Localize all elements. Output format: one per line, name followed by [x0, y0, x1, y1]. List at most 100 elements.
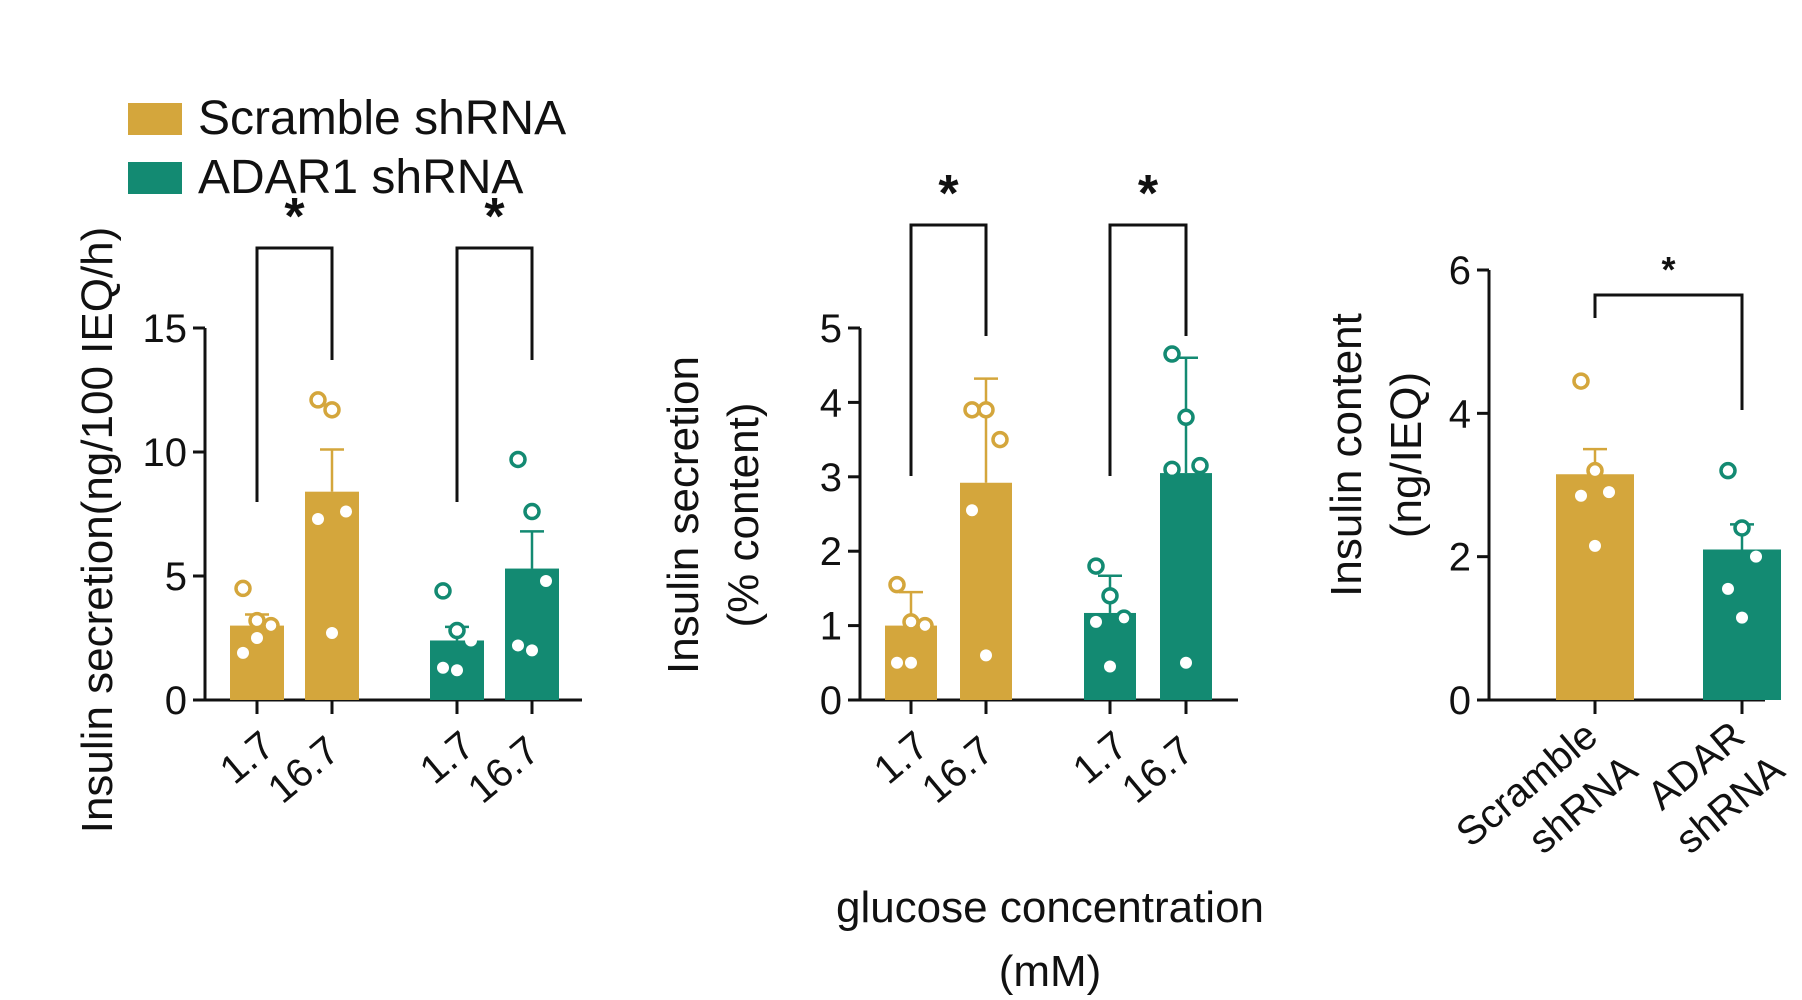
- data-point: [1090, 615, 1102, 628]
- y-tick-label: 15: [143, 307, 188, 351]
- y-axis-title-line: Insulin secretion(ng/100 IEQ/h): [73, 227, 122, 834]
- data-point: [323, 401, 341, 419]
- legend-label-scramble: Scramble shRNA: [198, 92, 566, 145]
- y-tick-label: 1: [820, 605, 842, 649]
- data-point: [526, 644, 538, 657]
- significance-bracket: [1593, 293, 1744, 410]
- data-point: [902, 613, 920, 631]
- data-point: [1180, 656, 1192, 669]
- data-point: [1722, 582, 1734, 595]
- y-tick-label: 2: [1449, 536, 1471, 580]
- bar: [1084, 612, 1136, 700]
- significance-bracket: [255, 246, 334, 502]
- y-tick-label: 5: [165, 555, 187, 599]
- panel-insulin-secretion-percent: Insulin secretion (% content)0123451.716.…: [659, 165, 1238, 812]
- y-tick-label: 6: [1449, 249, 1471, 293]
- data-point: [540, 574, 552, 587]
- data-point: [1177, 408, 1195, 427]
- data-point: [1586, 461, 1604, 480]
- significance-bracket: [455, 246, 534, 502]
- data-point: [451, 664, 463, 677]
- data-point: [434, 582, 452, 600]
- significance-label: *: [1661, 249, 1675, 290]
- bar: [960, 482, 1012, 700]
- x-axis-title-line2: (mM): [999, 947, 1102, 996]
- y-axis-title: Insulin content (ng/IEQ): [1322, 313, 1431, 597]
- bar: [305, 491, 359, 700]
- data-point: [1572, 372, 1590, 390]
- data-point: [980, 649, 992, 662]
- data-point: [523, 502, 541, 521]
- y-axis-title-line: Insulin content: [1322, 313, 1371, 597]
- panel-insulin-secretion: Insulin secretion(ng/100 IEQ/h) 0510151.7…: [73, 188, 582, 833]
- bar: [1703, 549, 1781, 700]
- x-tick-label: 16.7: [260, 728, 348, 812]
- significance-bracket: [1108, 223, 1188, 476]
- x-axis-title-line1: glucose concentration: [836, 883, 1264, 932]
- data-point: [1087, 557, 1105, 575]
- y-axis-title-line: (ng/IEQ): [1382, 372, 1431, 538]
- data-point: [448, 621, 466, 640]
- data-point: [512, 639, 524, 652]
- data-point: [1733, 519, 1751, 537]
- data-point: [1101, 587, 1119, 605]
- y-tick-label: 4: [820, 381, 842, 425]
- data-point: [905, 656, 917, 669]
- significance-bracket: [909, 223, 988, 476]
- y-tick-label: 5: [820, 307, 842, 351]
- y-axis-title: Insulin secretion(ng/100 IEQ/h): [73, 227, 122, 834]
- data-point: [991, 430, 1009, 449]
- data-point: [234, 579, 252, 598]
- data-point: [465, 634, 477, 647]
- data-point: [1163, 345, 1181, 363]
- y-tick-label: 0: [1449, 679, 1471, 723]
- data-point: [1191, 456, 1209, 475]
- y-tick-label: 0: [165, 679, 187, 723]
- data-point: [977, 401, 995, 419]
- data-point: [262, 616, 280, 635]
- significance-label: *: [938, 165, 959, 223]
- panel-insulin-content: Insulin content (ng/IEQ)0246ScrambleshRNA…: [1322, 249, 1793, 862]
- data-point: [248, 611, 266, 630]
- y-tick-label: 0: [820, 679, 842, 723]
- data-point: [1575, 489, 1587, 502]
- data-point: [326, 627, 338, 640]
- significance-label: *: [284, 188, 305, 246]
- data-point: [916, 616, 934, 635]
- data-point: [312, 512, 324, 525]
- y-tick-label: 2: [820, 530, 842, 574]
- data-point: [437, 661, 449, 674]
- data-point: [1104, 660, 1116, 673]
- significance-label: *: [484, 188, 505, 246]
- data-point: [891, 656, 903, 669]
- data-point: [1750, 550, 1762, 563]
- x-tick-label: 16.7: [460, 728, 548, 812]
- y-tick-label: 4: [1449, 392, 1471, 436]
- data-point: [963, 401, 981, 419]
- data-point: [340, 505, 352, 518]
- legend: Scramble shRNA ADAR1 shRNA: [128, 92, 566, 204]
- x-tick-label: 16.7: [1114, 728, 1202, 812]
- x-tick-label: 16.7: [914, 728, 1002, 812]
- data-point: [1115, 609, 1133, 627]
- y-axis-title-line: (% content): [719, 403, 768, 628]
- data-point: [251, 632, 263, 644]
- bar: [505, 568, 559, 700]
- data-point: [1603, 486, 1615, 499]
- y-tick-label: 10: [143, 431, 188, 475]
- data-point: [1719, 461, 1737, 480]
- data-point: [1736, 611, 1748, 624]
- bar: [1556, 474, 1634, 700]
- data-point: [509, 450, 527, 469]
- legend-swatch-adar: [128, 162, 182, 194]
- data-point: [966, 504, 978, 517]
- y-axis-title-line: Insulin secretion: [659, 356, 708, 674]
- data-point: [1163, 460, 1181, 479]
- legend-swatch-scramble: [128, 103, 182, 135]
- data-point: [1589, 539, 1601, 552]
- data-point: [888, 575, 906, 594]
- data-point: [309, 391, 327, 409]
- data-point: [237, 646, 249, 659]
- y-axis-title: Insulin secretion (% content): [659, 356, 768, 674]
